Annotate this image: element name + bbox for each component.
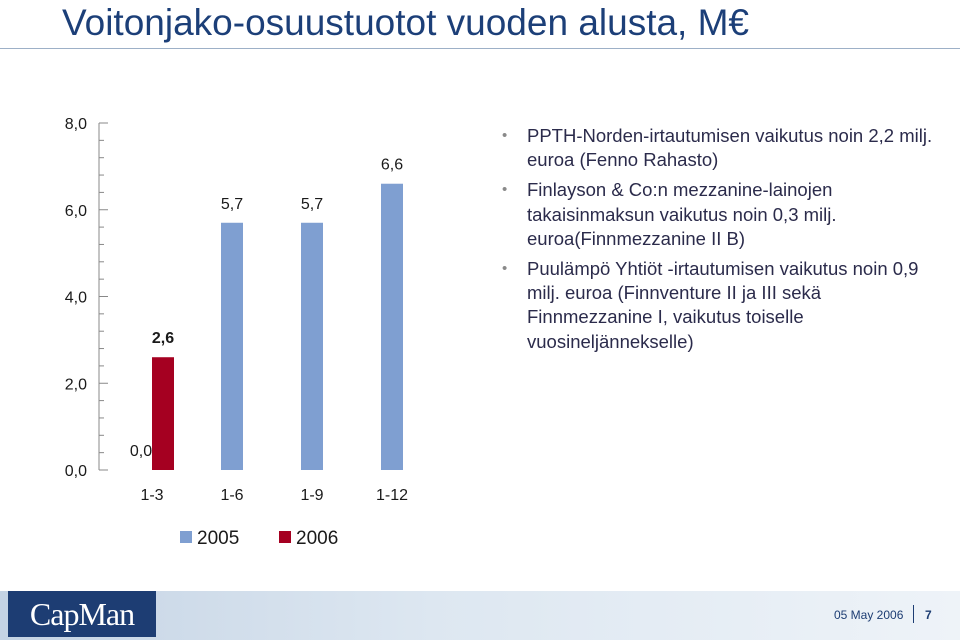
x-tick-label: 1-6 <box>220 487 243 504</box>
x-tick-label: 1-9 <box>300 487 323 504</box>
bar-2005-1-6 <box>221 222 243 470</box>
title-divider <box>0 48 960 49</box>
bullet-text: PPTH-Norden-irtautumisen vaikutus noin 2… <box>527 125 933 171</box>
bar-2006-1-3 <box>152 357 174 470</box>
legend-swatch-2005 <box>180 531 192 543</box>
bar-value-label: 2,6 <box>152 330 174 347</box>
bullet-dot-icon: • <box>502 260 508 278</box>
bullet-item: • Puulämpö Yhtiöt -irtautumisen vaikutus … <box>502 257 947 354</box>
bullet-list: • PPTH-Norden-irtautumisen vaikutus noin … <box>502 124 947 360</box>
page-number: 7 <box>925 608 932 622</box>
y-tick-label: 6,0 <box>65 203 87 220</box>
bar-value-label: 0,0 <box>130 443 152 460</box>
bullet-text: Finlayson & Co:n mezzanine-lainojen taka… <box>527 179 837 249</box>
y-tick-label: 2,0 <box>65 376 87 393</box>
bullet-text: Puulämpö Yhtiöt -irtautumisen vaikutus n… <box>527 258 919 352</box>
bar-2005-1-12 <box>381 183 403 470</box>
slide-title: Voitonjako-osuustuotot vuoden alusta, M€ <box>62 2 750 43</box>
bar-chart: 0,0 2,0 4,0 6,0 8,0 0,0 2,6 1-3 5,7 1-6 5,7 1-9 6,6 1… <box>65 116 408 549</box>
legend-label: 2005 <box>197 528 239 549</box>
legend-label: 2006 <box>296 528 338 549</box>
bullet-item: • PPTH-Norden-irtautumisen vaikutus noin … <box>502 124 947 172</box>
logo-text: CapMan <box>29 596 135 632</box>
footer-date: 05 May 2006 <box>834 608 904 622</box>
legend-swatch-2006 <box>279 531 291 543</box>
x-tick-label: 1-3 <box>140 487 163 504</box>
bar-value-label: 5,7 <box>301 196 323 213</box>
bullet-dot-icon: • <box>502 127 508 144</box>
capman-logo[interactable]: CapMan <box>8 591 156 637</box>
y-tick-label: 0,0 <box>65 463 87 480</box>
bullet-item: • Finlayson & Co:n mezzanine-lainojen tak… <box>502 178 947 251</box>
bar-value-label: 6,6 <box>381 157 403 174</box>
x-tick-label: 1-12 <box>376 487 408 504</box>
y-tick-label: 8,0 <box>65 116 87 133</box>
footer-separator <box>913 605 914 623</box>
bullet-dot-icon: • <box>502 181 508 199</box>
bar-value-label: 5,7 <box>221 196 243 213</box>
bar-2005-1-9 <box>301 222 323 470</box>
footer-bar: CapMan 05 May 2006 7 <box>0 591 960 640</box>
y-tick-label: 4,0 <box>65 290 87 307</box>
